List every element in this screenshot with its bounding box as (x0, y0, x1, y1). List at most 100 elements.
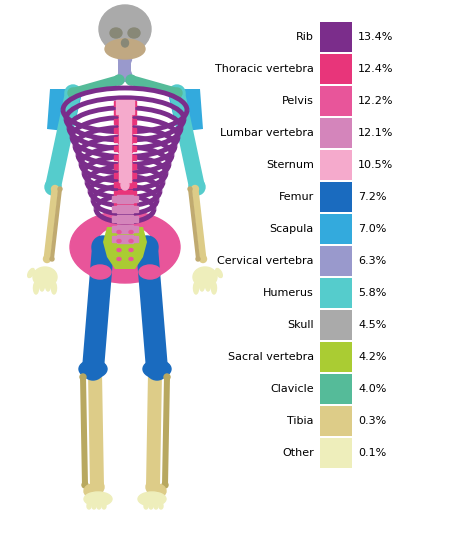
Text: 0.1%: 0.1% (358, 448, 386, 458)
Ellipse shape (70, 211, 180, 283)
Ellipse shape (82, 358, 104, 380)
Text: 5.8%: 5.8% (358, 288, 386, 298)
Ellipse shape (82, 482, 88, 488)
Ellipse shape (206, 279, 210, 291)
Polygon shape (162, 377, 170, 485)
Ellipse shape (99, 5, 151, 53)
Ellipse shape (52, 282, 56, 294)
Bar (114, 191, 118, 196)
Ellipse shape (118, 69, 131, 82)
Ellipse shape (114, 75, 124, 85)
Bar (132, 119, 136, 124)
Polygon shape (136, 246, 168, 370)
Ellipse shape (92, 503, 96, 509)
Ellipse shape (144, 503, 148, 509)
Bar (117, 235, 133, 243)
Bar (132, 110, 136, 115)
Ellipse shape (117, 230, 121, 234)
Text: 0.3%: 0.3% (358, 416, 386, 426)
Polygon shape (44, 188, 58, 259)
Bar (132, 191, 136, 196)
Bar (112, 206, 117, 212)
Ellipse shape (27, 268, 34, 278)
Bar (132, 155, 136, 160)
Bar (118, 181, 132, 188)
Ellipse shape (193, 282, 199, 294)
Text: Tibia: Tibia (288, 416, 314, 426)
Bar (114, 137, 118, 142)
Polygon shape (130, 75, 178, 98)
Text: Rib: Rib (296, 32, 314, 42)
Text: Lumbar vertebra: Lumbar vertebra (220, 128, 314, 138)
Ellipse shape (159, 503, 163, 509)
Ellipse shape (50, 257, 54, 261)
Ellipse shape (154, 503, 158, 509)
Ellipse shape (129, 240, 133, 243)
Ellipse shape (33, 267, 57, 287)
Polygon shape (146, 373, 162, 487)
Text: Sternum: Sternum (266, 160, 314, 170)
Polygon shape (45, 91, 81, 188)
Bar (320, 22, 352, 52)
Bar (320, 374, 352, 404)
Ellipse shape (196, 257, 200, 261)
Ellipse shape (146, 358, 168, 380)
Polygon shape (80, 377, 88, 485)
Bar (132, 173, 136, 178)
Bar (118, 109, 132, 116)
Text: Sacral vertebra: Sacral vertebra (228, 352, 314, 362)
Text: 13.4%: 13.4% (358, 32, 393, 42)
Bar (112, 236, 117, 242)
Ellipse shape (97, 503, 101, 509)
Bar (320, 214, 352, 244)
Ellipse shape (191, 185, 199, 192)
Ellipse shape (46, 279, 51, 291)
Ellipse shape (84, 484, 102, 498)
Polygon shape (82, 246, 114, 370)
Bar (114, 119, 118, 124)
Ellipse shape (117, 240, 121, 243)
Bar (117, 215, 133, 223)
Text: 4.0%: 4.0% (358, 384, 386, 394)
Ellipse shape (188, 187, 192, 191)
Bar (320, 406, 352, 436)
Bar (114, 173, 118, 178)
Ellipse shape (148, 484, 166, 498)
Ellipse shape (102, 503, 106, 509)
Ellipse shape (129, 249, 133, 251)
Bar (320, 86, 352, 116)
Bar (320, 246, 352, 276)
Ellipse shape (162, 482, 168, 488)
Ellipse shape (139, 265, 161, 279)
Polygon shape (191, 188, 207, 259)
Ellipse shape (105, 39, 145, 59)
Bar (118, 127, 132, 134)
Text: Skull: Skull (287, 320, 314, 330)
Bar (133, 226, 138, 232)
Ellipse shape (88, 366, 102, 380)
Bar (132, 128, 136, 133)
Bar (118, 163, 132, 170)
Bar (114, 155, 118, 160)
Ellipse shape (90, 480, 104, 494)
Bar (320, 182, 352, 212)
Bar (320, 54, 352, 84)
Text: Pelvis: Pelvis (282, 96, 314, 106)
Polygon shape (50, 189, 62, 259)
Bar (118, 199, 132, 206)
Bar (118, 100, 132, 107)
Bar (320, 278, 352, 308)
Bar (133, 236, 138, 242)
Bar (132, 137, 136, 142)
Bar (112, 196, 117, 202)
Ellipse shape (34, 282, 38, 294)
Text: 4.5%: 4.5% (358, 320, 386, 330)
Ellipse shape (172, 88, 182, 98)
Ellipse shape (143, 360, 171, 378)
Bar (118, 136, 132, 143)
Text: 7.2%: 7.2% (358, 192, 386, 202)
Text: Cervical vertebra: Cervical vertebra (218, 256, 314, 266)
Ellipse shape (92, 236, 114, 258)
Bar (117, 225, 133, 233)
Text: 4.2%: 4.2% (358, 352, 386, 362)
